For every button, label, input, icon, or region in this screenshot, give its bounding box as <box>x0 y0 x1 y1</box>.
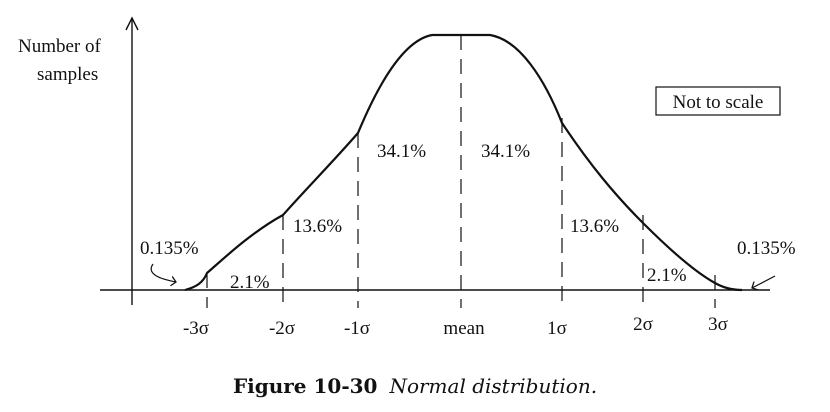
y-axis-label-line2: samples <box>37 64 98 85</box>
x-tick-label-minus2: -2σ <box>269 318 295 339</box>
x-tick-label-plus3: 3σ <box>708 314 728 335</box>
right-tail-arrow-icon <box>752 275 776 288</box>
band-label-left-mid: 13.6% <box>293 216 342 237</box>
x-tick-label-plus2: 2σ <box>633 314 653 335</box>
x-tick-label-mean: mean <box>443 318 485 339</box>
x-tick-label-minus3: -3σ <box>183 318 209 339</box>
band-label-right-outer: 2.1% <box>647 265 687 286</box>
y-axis-arrow-icon <box>125 16 139 31</box>
sigma-lines <box>206 35 716 308</box>
band-label-right-mid: 13.6% <box>570 216 619 237</box>
note-text: Not to scale <box>673 92 764 113</box>
figure-caption-number: Figure 10-30 <box>233 374 378 398</box>
figure-caption: Figure 10-30 Normal distribution. <box>233 374 597 398</box>
band-label-left-tail: 0.135% <box>140 238 199 259</box>
note-box <box>655 86 781 116</box>
left-tail-arrow-icon <box>150 263 176 282</box>
x-tick-label-minus1: -1σ <box>344 318 370 339</box>
band-label-right-tail: 0.135% <box>737 238 796 259</box>
bell-curve <box>184 33 743 292</box>
figure-caption-text: Normal distribution. <box>388 374 597 398</box>
band-label-right-inner: 34.1% <box>481 141 530 162</box>
band-label-left-outer: 2.1% <box>230 272 270 293</box>
y-axis-label-line1: Number of <box>18 36 102 57</box>
x-tick-label-plus1: 1σ <box>547 318 567 339</box>
band-label-left-inner: 34.1% <box>377 141 426 162</box>
